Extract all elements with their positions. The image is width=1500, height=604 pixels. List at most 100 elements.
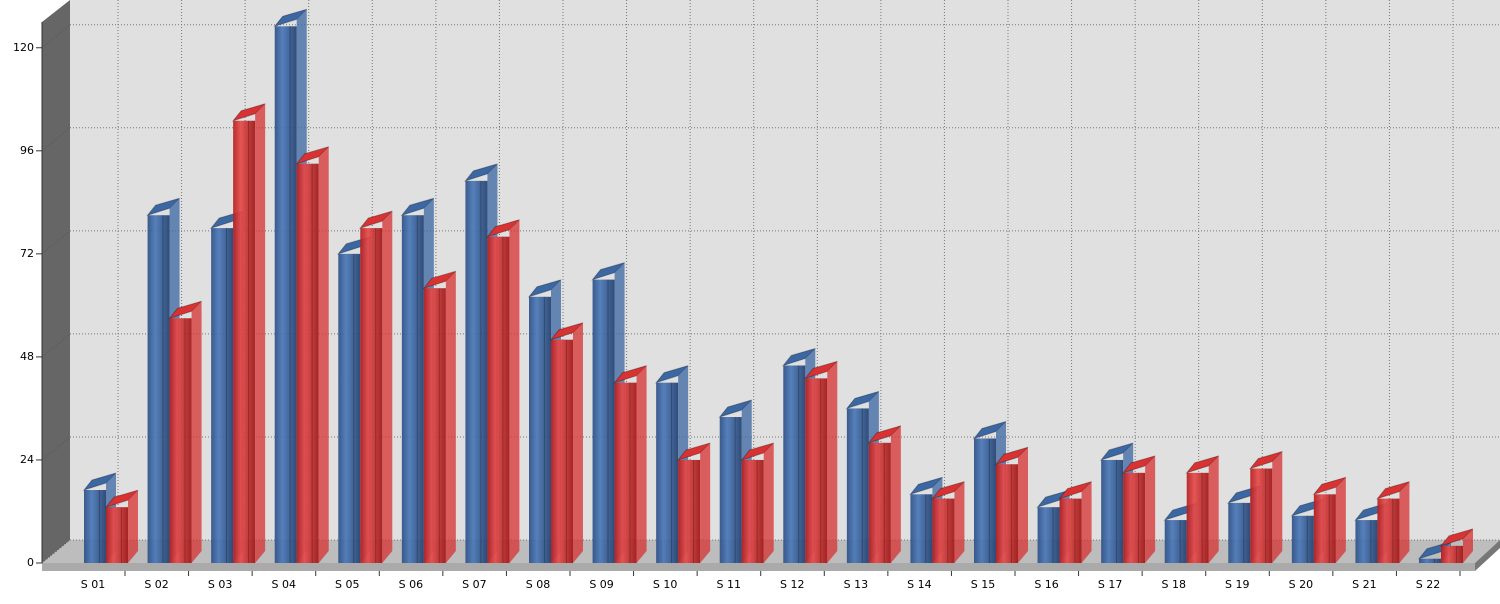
x-tick-label: S 01 — [81, 578, 105, 591]
cylinder — [1123, 472, 1146, 563]
cylinder-side — [636, 365, 647, 563]
cylinder-side — [1208, 455, 1219, 563]
cylinder — [1037, 507, 1060, 563]
cylinder — [741, 459, 764, 563]
grid-line-side — [41, 333, 71, 358]
cylinder — [656, 382, 679, 563]
cylinder-side — [954, 481, 965, 563]
cylinder — [296, 163, 319, 563]
y-tick-label: 0 — [27, 556, 34, 569]
x-tick-label: S 12 — [780, 578, 804, 591]
x-tick-label: S 17 — [1098, 578, 1122, 591]
x-tick-label: S 07 — [462, 578, 486, 591]
cylinder-side — [1145, 455, 1156, 563]
cylinder-side — [573, 322, 583, 563]
y-tick-label: 72 — [20, 247, 34, 260]
cylinder-side — [318, 146, 329, 563]
cylinder — [551, 339, 573, 563]
y-tick-label: 96 — [20, 144, 34, 157]
cylinder — [1059, 498, 1082, 563]
x-tick-label: S 02 — [144, 578, 168, 591]
cylinder — [1186, 472, 1209, 563]
cylinder-side — [1399, 481, 1410, 563]
cylinder — [783, 365, 806, 563]
cylinder — [1250, 468, 1273, 563]
cylinder-side — [445, 271, 456, 563]
cylinder — [1291, 515, 1314, 563]
cylinder — [974, 438, 996, 563]
cylinder — [211, 228, 234, 563]
grid-line-side — [41, 127, 71, 152]
cylinder-side — [827, 361, 838, 563]
x-tick-label: S 15 — [971, 578, 995, 591]
cylinder — [465, 180, 488, 563]
x-tick-label: S 04 — [271, 578, 295, 591]
cylinder-side — [509, 219, 520, 563]
cylinder — [360, 228, 383, 563]
cylinder — [868, 442, 891, 563]
y-tick-label: 24 — [20, 453, 34, 466]
floor-side — [1475, 540, 1500, 571]
x-tick-label: S 13 — [844, 578, 868, 591]
cylinder — [233, 120, 256, 563]
grid-line-side — [41, 24, 71, 49]
cylinder-side — [191, 301, 202, 563]
cylinder — [719, 417, 742, 563]
cylinder-side — [1272, 451, 1283, 563]
cylinder — [274, 26, 297, 564]
cylinder — [1228, 502, 1251, 563]
side-wall — [42, 0, 70, 563]
cylinder — [338, 253, 361, 563]
cylinder — [1164, 520, 1187, 563]
cylinder-side — [1081, 481, 1092, 563]
cylinder-side — [255, 103, 266, 563]
x-tick-label: S 21 — [1352, 578, 1376, 591]
cylinder-side — [700, 442, 711, 563]
x-tick-label: S 16 — [1034, 578, 1058, 591]
cylinder — [1313, 494, 1336, 563]
cylinder — [592, 279, 615, 563]
cylinder — [169, 318, 192, 563]
x-tick-label: S 05 — [335, 578, 359, 591]
cylinder-side — [1463, 528, 1473, 563]
x-tick-label: S 11 — [716, 578, 740, 591]
cylinder-side — [1335, 477, 1346, 563]
grid-line-side — [41, 539, 71, 564]
cylinder — [805, 378, 828, 563]
x-tick-label: S 22 — [1416, 578, 1440, 591]
cylinder-side — [1018, 447, 1028, 563]
grid-line-side — [41, 230, 71, 255]
x-tick-label: S 10 — [653, 578, 677, 591]
cylinder — [614, 382, 637, 563]
cylinder — [487, 236, 510, 563]
grid-line-side — [41, 436, 71, 461]
cylinder — [147, 215, 170, 563]
x-tick-label: S 19 — [1225, 578, 1249, 591]
cylinder — [1441, 545, 1463, 563]
x-tick-label: S 08 — [526, 578, 550, 591]
x-tick-label: S 14 — [907, 578, 931, 591]
x-tick-label: S 20 — [1289, 578, 1313, 591]
y-tick-label: 48 — [20, 350, 34, 363]
cylinder-side — [763, 442, 774, 563]
cylinder — [423, 288, 446, 563]
x-tick-label: S 18 — [1161, 578, 1185, 591]
cylinder — [1355, 520, 1378, 563]
cylinder — [1377, 498, 1400, 563]
x-tick-label: S 03 — [208, 578, 232, 591]
cylinder — [1101, 459, 1124, 563]
cylinder — [401, 215, 424, 563]
cylinder — [910, 494, 933, 563]
cylinder — [106, 507, 128, 563]
floor-edge — [42, 563, 1475, 571]
cylinder-side — [128, 490, 138, 563]
cylinder-side — [890, 425, 901, 563]
cylinder — [1419, 558, 1441, 563]
cylinder — [678, 459, 701, 563]
cylinder — [932, 498, 955, 563]
cylinder — [996, 464, 1018, 563]
cylinder — [529, 296, 551, 563]
y-tick-label: 120 — [13, 41, 34, 54]
